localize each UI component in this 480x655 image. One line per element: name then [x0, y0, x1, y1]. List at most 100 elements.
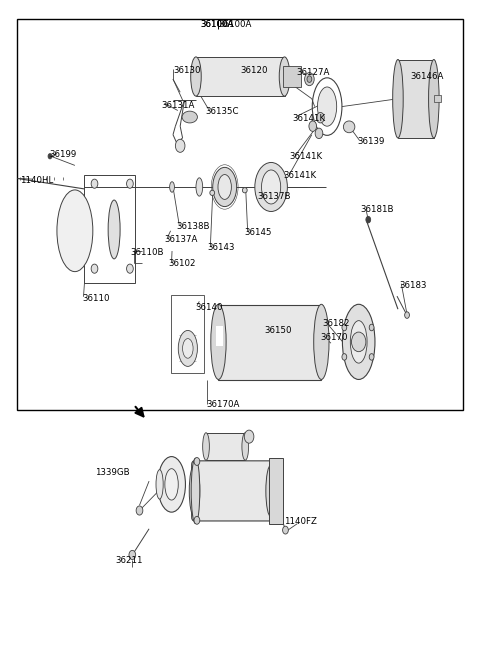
Circle shape [194, 458, 200, 466]
Bar [216, 326, 223, 346]
Circle shape [91, 264, 98, 273]
Text: 36170A: 36170A [206, 400, 240, 409]
Text: 36127A: 36127A [297, 68, 330, 77]
Text: 36100A: 36100A [218, 20, 252, 29]
Text: 36145: 36145 [245, 228, 272, 237]
Circle shape [307, 76, 312, 83]
Ellipse shape [169, 181, 174, 192]
Bar [218, 305, 322, 380]
Circle shape [351, 332, 366, 352]
Circle shape [309, 121, 317, 132]
Ellipse shape [242, 187, 247, 193]
Ellipse shape [165, 469, 178, 500]
Ellipse shape [108, 200, 120, 259]
Text: 1140FZ: 1140FZ [284, 517, 317, 526]
Ellipse shape [342, 305, 375, 379]
Ellipse shape [350, 321, 367, 363]
Circle shape [48, 154, 52, 159]
Ellipse shape [182, 339, 193, 358]
Text: 36139: 36139 [357, 137, 384, 145]
Text: 36141K: 36141K [289, 152, 323, 160]
Text: 36102: 36102 [168, 259, 196, 268]
Text: 36140: 36140 [195, 303, 223, 312]
Bar [196, 57, 285, 96]
Text: 36110B: 36110B [130, 248, 163, 257]
Ellipse shape [196, 178, 203, 196]
Text: 36182: 36182 [323, 319, 350, 328]
Circle shape [305, 73, 314, 86]
Ellipse shape [57, 190, 93, 272]
Ellipse shape [242, 433, 249, 460]
Circle shape [127, 179, 133, 188]
Text: 36130: 36130 [173, 66, 201, 75]
Ellipse shape [191, 57, 201, 96]
Text: 36199: 36199 [49, 150, 77, 159]
Ellipse shape [429, 60, 439, 138]
Bar [283, 66, 301, 87]
Ellipse shape [343, 121, 355, 133]
Bar [398, 60, 434, 138]
Ellipse shape [182, 111, 197, 123]
Ellipse shape [262, 170, 281, 204]
Text: 36100A: 36100A [201, 20, 234, 29]
Text: 36211: 36211 [116, 555, 143, 565]
Circle shape [283, 526, 288, 534]
Text: 36135C: 36135C [205, 107, 239, 117]
Bar [269, 458, 283, 523]
Ellipse shape [210, 190, 215, 195]
Bar [434, 96, 441, 102]
Circle shape [342, 324, 347, 331]
Text: 36150: 36150 [264, 326, 292, 335]
Text: 36137B: 36137B [258, 193, 291, 201]
Text: 36146A: 36146A [410, 72, 444, 81]
Bar [17, 19, 463, 410]
Text: 36181B: 36181B [360, 206, 394, 214]
Bar [170, 295, 204, 373]
Ellipse shape [189, 465, 200, 517]
Text: 36131A: 36131A [161, 101, 194, 110]
Circle shape [405, 312, 409, 318]
Text: 36138B: 36138B [177, 221, 210, 231]
Circle shape [369, 354, 374, 360]
Text: 36183: 36183 [399, 280, 426, 290]
Text: 36137A: 36137A [164, 234, 198, 244]
Text: 1140HL: 1140HL [20, 176, 53, 185]
Text: 1339GB: 1339GB [95, 468, 130, 477]
Circle shape [194, 516, 200, 524]
Ellipse shape [314, 305, 329, 379]
Text: 36141K: 36141K [293, 114, 326, 123]
Bar [206, 433, 245, 460]
Circle shape [369, 324, 374, 331]
Ellipse shape [266, 465, 276, 517]
Text: 36170: 36170 [321, 333, 348, 343]
Ellipse shape [279, 57, 290, 96]
Ellipse shape [211, 305, 226, 379]
Ellipse shape [178, 330, 197, 366]
Ellipse shape [318, 87, 336, 126]
Text: 36100A: 36100A [201, 20, 234, 29]
Bar [84, 175, 135, 283]
Circle shape [136, 506, 143, 515]
Circle shape [244, 430, 254, 443]
Circle shape [129, 550, 136, 559]
FancyBboxPatch shape [192, 461, 274, 521]
Circle shape [91, 179, 98, 188]
Circle shape [315, 128, 323, 139]
Text: 36110: 36110 [82, 293, 109, 303]
Circle shape [366, 216, 371, 223]
Circle shape [317, 113, 324, 123]
Ellipse shape [157, 457, 185, 512]
Circle shape [175, 140, 185, 153]
Ellipse shape [191, 458, 200, 523]
Ellipse shape [213, 168, 237, 206]
Circle shape [127, 264, 133, 273]
Circle shape [342, 354, 347, 360]
Text: 36120: 36120 [240, 66, 267, 75]
Ellipse shape [393, 60, 403, 138]
Ellipse shape [203, 433, 209, 460]
Ellipse shape [255, 162, 288, 212]
Ellipse shape [218, 174, 231, 199]
Text: 36141K: 36141K [283, 171, 316, 179]
Text: 36143: 36143 [207, 243, 235, 252]
Ellipse shape [156, 470, 163, 499]
